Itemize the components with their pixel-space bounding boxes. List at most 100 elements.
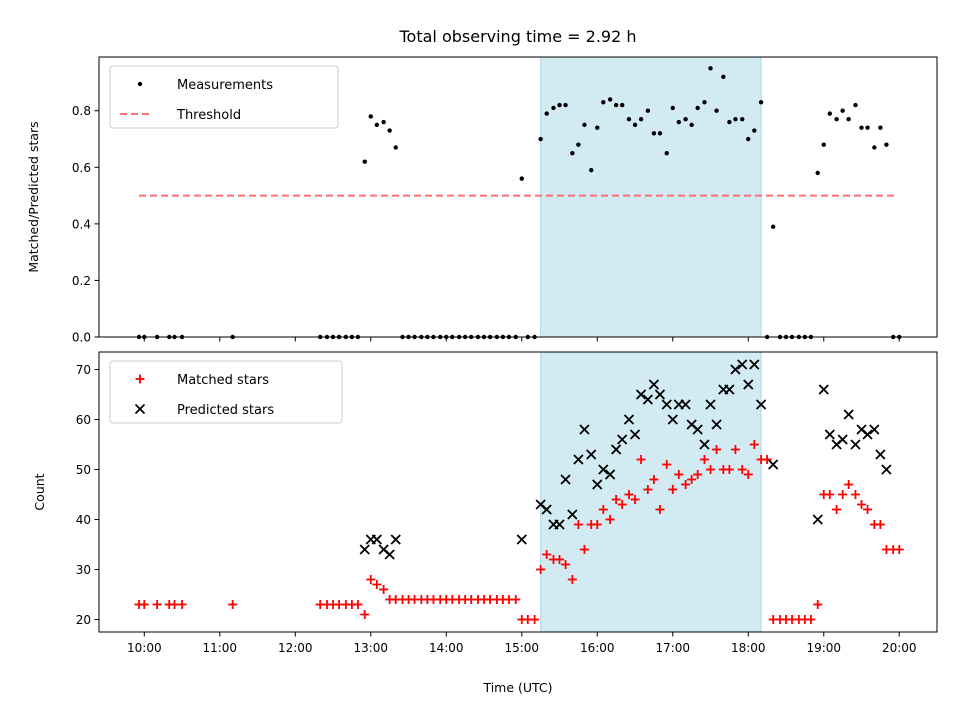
x-tick-label: 17:00 — [655, 641, 690, 655]
data-point — [859, 125, 864, 130]
data-point — [834, 117, 839, 122]
data-point — [541, 504, 552, 515]
data-point — [542, 550, 552, 559]
y-tick-label: 60 — [76, 413, 91, 427]
data-point — [818, 384, 829, 395]
legend: Measurements Threshold — [109, 65, 339, 129]
x-tick-label: 16:00 — [580, 641, 615, 655]
data-point — [630, 495, 640, 504]
data-point — [724, 465, 734, 474]
data-point — [381, 119, 386, 125]
data-point — [390, 534, 401, 545]
legend-box — [109, 360, 343, 424]
data-point — [689, 122, 694, 128]
data-point — [579, 424, 590, 435]
data-point — [727, 119, 732, 125]
data-point — [712, 445, 722, 454]
data-point — [374, 122, 380, 128]
data-point — [692, 424, 703, 435]
axes-frame — [98, 351, 938, 633]
data-point — [567, 509, 578, 520]
data-point — [737, 359, 748, 370]
data-point — [813, 600, 823, 609]
data-point — [645, 108, 651, 113]
data-point — [570, 150, 575, 156]
data-point — [169, 600, 179, 609]
data-point — [643, 485, 653, 494]
data-point — [749, 359, 760, 370]
data-point — [592, 520, 602, 529]
data-point — [359, 544, 370, 555]
data-point — [642, 394, 653, 405]
data-point — [573, 520, 583, 529]
data-point — [632, 122, 638, 128]
data-point — [605, 515, 615, 524]
x-tick-label: 18:00 — [731, 641, 766, 655]
data-point — [387, 128, 392, 133]
data-point — [881, 464, 892, 475]
data-point — [384, 549, 395, 560]
data-point — [681, 480, 691, 489]
data-point — [705, 399, 716, 410]
data-point — [869, 424, 880, 435]
data-point — [607, 97, 613, 102]
data-point — [648, 379, 660, 390]
y-tick-label: 40 — [76, 513, 91, 527]
data-point — [812, 514, 823, 525]
y-tick-label: 20 — [76, 613, 91, 627]
data-point — [821, 142, 826, 147]
data-point — [699, 455, 709, 464]
data-point — [598, 505, 608, 514]
data-point — [177, 600, 187, 609]
data-point — [872, 145, 877, 150]
data-point — [393, 145, 398, 150]
data-point — [770, 224, 776, 229]
data-point — [825, 490, 835, 499]
data-point — [638, 117, 644, 122]
chart-title: Total observing time = 2.92 h — [398, 27, 636, 46]
data-point — [604, 469, 616, 480]
data-point — [838, 490, 848, 499]
legend: Matched stars Predicted stars — [109, 360, 343, 424]
data-point — [721, 74, 726, 79]
data-point — [589, 167, 594, 173]
data-point — [702, 100, 707, 105]
x-tick-label: 11:00 — [202, 641, 237, 655]
y-tick-label: 0.2 — [72, 274, 91, 288]
data-point — [576, 142, 581, 147]
data-point — [362, 159, 367, 164]
data-point — [567, 575, 577, 584]
data-point — [755, 399, 767, 410]
data-point — [360, 610, 370, 619]
y-tick-label: 0.8 — [72, 104, 91, 118]
y-tick-label: 0.4 — [72, 217, 91, 231]
data-point — [843, 409, 854, 420]
x-tick-label: 20:00 — [882, 641, 917, 655]
data-point — [152, 600, 162, 609]
data-point — [617, 500, 627, 509]
series-predicted-stars — [359, 359, 892, 560]
data-point — [654, 389, 666, 400]
data-point — [768, 459, 779, 470]
data-point — [857, 500, 867, 509]
data-point — [579, 545, 589, 554]
data-point — [674, 470, 684, 479]
data-point — [846, 117, 851, 122]
data-point — [668, 485, 678, 494]
data-point — [894, 545, 904, 554]
data-point — [875, 449, 886, 460]
data-point — [840, 108, 845, 113]
legend-label: Matched stars — [177, 373, 269, 388]
data-point — [611, 495, 621, 504]
data-point — [724, 384, 735, 395]
data-point — [680, 399, 691, 410]
legend-marker — [137, 81, 143, 87]
data-point — [730, 364, 741, 375]
observing-window-span — [540, 351, 762, 633]
data-point — [538, 136, 543, 142]
x-axis-label: Time (UTC) — [482, 680, 552, 695]
data-point — [862, 429, 873, 440]
data-point — [544, 111, 549, 116]
data-point — [551, 105, 556, 111]
